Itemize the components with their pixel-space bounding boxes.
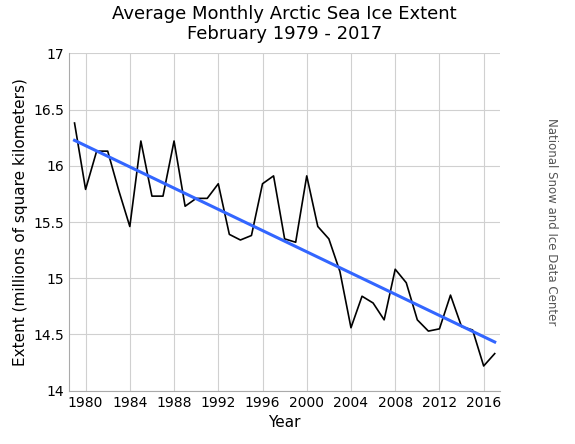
Y-axis label: Extent (millions of square kilometers): Extent (millions of square kilometers) (13, 78, 28, 366)
Text: National Snow and Ice Data Center: National Snow and Ice Data Center (546, 118, 558, 326)
X-axis label: Year: Year (269, 415, 301, 430)
Title: Average Monthly Arctic Sea Ice Extent
February 1979 - 2017: Average Monthly Arctic Sea Ice Extent Fe… (112, 4, 457, 44)
